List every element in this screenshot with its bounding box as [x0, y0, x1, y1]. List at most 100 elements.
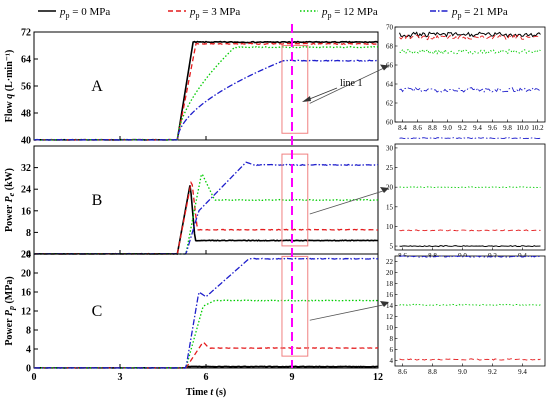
x-tick-label: 0 [32, 372, 37, 383]
inset-series-1 [399, 229, 541, 232]
legend-label: pp = 12 MPa [321, 6, 378, 20]
y-axis-label: Power Pp (MPa) [4, 276, 16, 345]
inset-x-tick-label: 8.6 [413, 124, 422, 132]
y-tick-label: 56 [21, 82, 31, 93]
insets: 8.4 8.6 8.8 9.0 9.2 9.4 9.6 9.8 10.0 10.260626466… [386, 24, 546, 376]
zoom-region-box [281, 255, 309, 357]
inset-y-tick-label: 16 [386, 291, 394, 299]
x-tick-label: 12 [373, 372, 383, 383]
inset-x-tick-label: 9.0 [458, 368, 467, 376]
zoom-region-box [281, 45, 309, 134]
series-line-2 [33, 299, 379, 369]
y-tick-label: 20 [21, 269, 31, 280]
y-tick-label: 8 [26, 326, 31, 337]
legend-label: pp = 21 MPa [451, 6, 508, 20]
inset-y-tick-label: 20 [386, 269, 394, 277]
connector-arrowhead [380, 187, 389, 193]
inset-x-tick-label: 9.6 [488, 124, 497, 132]
inset-x-tick-label: 9.4 [473, 124, 482, 132]
connector-arrowhead [380, 301, 389, 307]
panel-label: A [91, 78, 103, 95]
inset-x-tick-label: 10.0 [516, 124, 529, 132]
inset-x-tick-label: 8.8 [428, 124, 437, 132]
inset-y-tick-label: 5 [390, 243, 394, 251]
series-line-2 [33, 173, 379, 255]
panel-B: 8 16 24 32 0 Power Pe (kW) B [4, 145, 379, 261]
annotation-arrowhead [302, 96, 311, 102]
inset-y-tick-label: 20 [386, 184, 394, 192]
zoom-connector [309, 68, 384, 104]
inset-x-tick-label: 8.8 [428, 368, 437, 376]
inset-series-2 [399, 303, 541, 307]
overlay: line 1 [281, 24, 389, 368]
inset-y-tick-label: 6 [390, 346, 394, 354]
inset-frame [394, 255, 546, 367]
inset-y-tick-label: 12 [386, 313, 394, 321]
inset-x-tick-label: 8.6 [398, 368, 407, 376]
series-line-3 [33, 59, 379, 141]
panel-label: B [92, 192, 103, 209]
y-axis-label: Power Pe (kW) [4, 168, 16, 232]
x-tick-label: 6 [204, 372, 209, 383]
legend: pp = 0 MPa pp = 3 MPa pp = 12 MPa pp = 21 M… [38, 6, 508, 20]
y-tick-label: 8 [26, 228, 31, 239]
zoom-connector [309, 190, 384, 215]
plot-frame [33, 253, 379, 369]
y-tick-label: 64 [21, 55, 31, 66]
series-line-1 [33, 42, 379, 141]
legend-label: pp = 3 MPa [189, 6, 240, 20]
y-tick-label: 16 [21, 288, 31, 299]
y-tick-label: 0 [26, 250, 31, 261]
inset-y-tick-label: 70 [386, 24, 394, 32]
series-line-3 [33, 257, 379, 369]
inset-y-tick-label: 30 [386, 144, 394, 152]
y-tick-label: 40 [21, 136, 31, 147]
inset-y-tick-label: 60 [386, 119, 394, 127]
legend-entry: pp = 12 MPa [300, 6, 378, 20]
inset-x-tick-label: 9.0 [443, 124, 452, 132]
inset-y-tick-label: 15 [386, 203, 394, 211]
inset-series-3 [399, 255, 541, 258]
legend-entry: pp = 21 MPa [430, 6, 508, 20]
annotation-arrow [306, 87, 338, 101]
x-axis: 0 3 6 9 12 Time t (s) [32, 372, 384, 398]
inset-y-tick-label: 66 [386, 62, 394, 70]
inset-frame [394, 26, 546, 123]
inset-y-tick-label: 18 [386, 280, 394, 288]
y-tick-label: 72 [21, 28, 31, 39]
x-axis-label: Time t (s) [186, 387, 226, 398]
connector-arrowhead [380, 64, 389, 71]
inset-x-tick-label: 9.4 [518, 368, 527, 376]
y-tick-label: 0 [26, 364, 31, 375]
y-axis-label: Flow q (L·min⁻¹) [4, 50, 15, 123]
inset-series-0 [399, 245, 541, 248]
inset-x-tick-label: 8.4 [398, 124, 407, 132]
inset-y-tick-label: 64 [386, 81, 394, 89]
zoom-connector [309, 304, 384, 321]
inset-series-3 [399, 137, 541, 140]
inset-x-tick-label: 9.2 [458, 124, 467, 132]
inset-y-tick-label: 14 [386, 302, 394, 310]
inset-y-tick-label: 25 [386, 164, 394, 172]
inset-series-1 [399, 358, 541, 361]
inset-C: 8.6 8.8 9.0 9.2 9.4 4 6 8 10 12 14 16 18 20 22 [386, 255, 546, 376]
inset-x-tick-label: 9.2 [488, 368, 497, 376]
panel-A: 40 48 56 64 72 Flow q (L·min⁻¹) A [4, 28, 379, 147]
inset-y-tick-label: 62 [386, 100, 394, 108]
legend-entry: pp = 0 MPa [38, 6, 110, 20]
y-tick-label: 24 [21, 185, 31, 196]
plot-frame [33, 31, 379, 141]
inset-series-1 [399, 34, 541, 41]
y-tick-label: 16 [21, 206, 31, 217]
inset-x-tick-label: 9.8 [503, 124, 512, 132]
inset-series-2 [399, 186, 541, 189]
annotation-line1: line 1 [340, 78, 363, 89]
inset-series-3 [399, 86, 541, 93]
y-tick-label: 48 [21, 109, 31, 120]
legend-entry: pp = 3 MPa [168, 6, 240, 20]
x-tick-label: 9 [290, 372, 295, 383]
series-line-0 [33, 40, 379, 141]
inset-y-tick-label: 22 [386, 258, 394, 266]
panel-C: 0 4 8 12 16 20 24 Power Pp (MPa) C [4, 250, 379, 375]
